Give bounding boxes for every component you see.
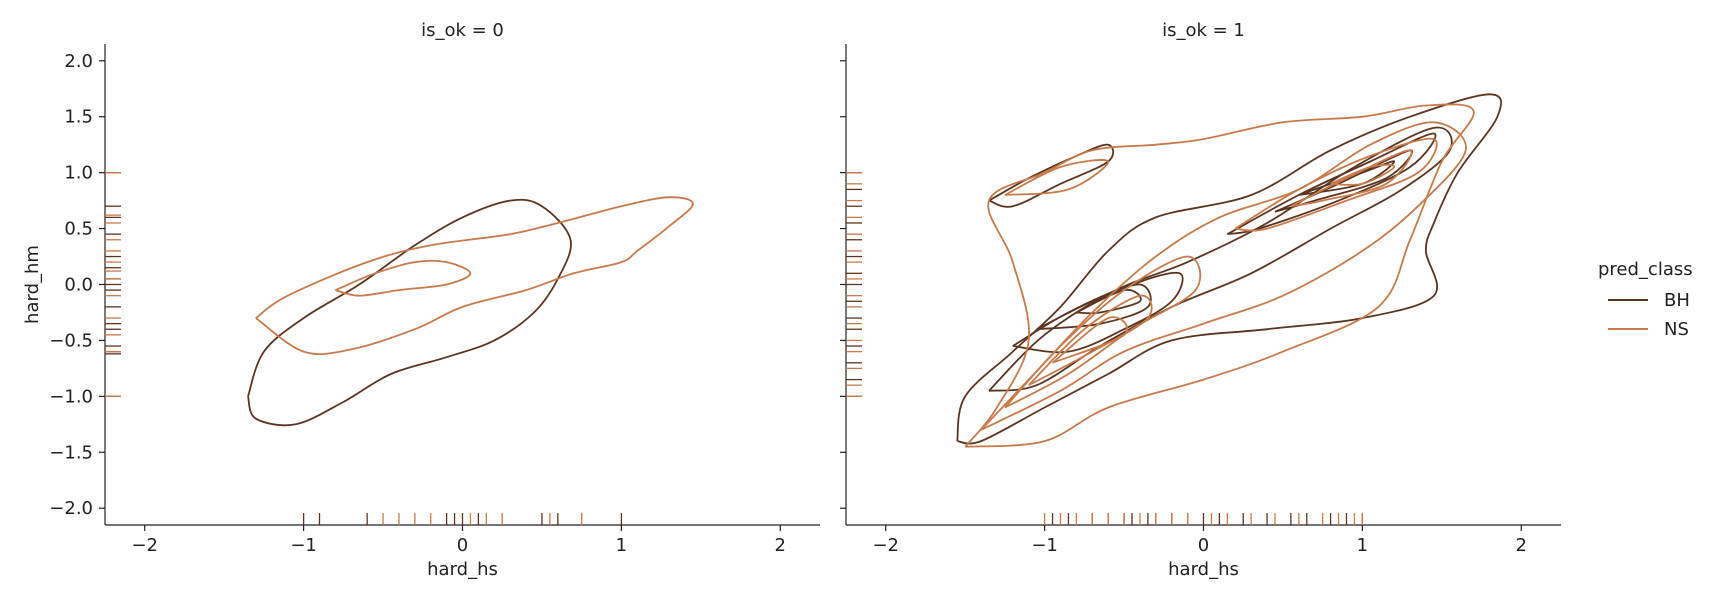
x-axis-label: hard_hs [427, 559, 498, 580]
series-NS [105, 171, 694, 525]
panel-title: is_ok = 0 [421, 20, 504, 41]
kde-contour-line [988, 143, 1115, 208]
y-tick-label: 1.0 [64, 163, 93, 184]
facet-panels: is_ok = 0 −2 −1 0 1 2 −2.0 −1.5 −1.0 −0.5 0.0 0.5 1.… [22, 20, 1561, 580]
series-BH [105, 171, 623, 525]
series-BH [846, 93, 1502, 525]
x-tick-label: 1 [1357, 535, 1368, 556]
x-tick-label: −2 [872, 535, 899, 556]
kde-contour-line [980, 121, 1467, 431]
series-NS [846, 103, 1475, 525]
facet-panel-1: is_ok = 1 −2 −1 0 1 2 hard_hs [840, 20, 1561, 580]
legend-label-NS: NS [1664, 319, 1689, 340]
panel-title: is_ok = 1 [1162, 20, 1245, 41]
y-tick-label: −2.0 [49, 498, 93, 519]
kde-contour-line [1234, 137, 1438, 232]
kde-contour-line [1036, 283, 1152, 331]
y-tick-label: 0.5 [64, 219, 93, 240]
y-tick-label: −0.5 [49, 330, 93, 351]
kde-contour-line [1028, 294, 1153, 386]
kde-contour-line [1330, 164, 1396, 186]
kde-contour-line [1004, 255, 1202, 409]
facet-panel-0: is_ok = 0 −2 −1 0 1 2 −2.0 −1.5 −1.0 −0.5 0.0 0.5 1.… [22, 20, 820, 580]
kde-contour-line [1004, 159, 1110, 196]
x-tick-label: −2 [131, 535, 158, 556]
x-tick-label: 2 [775, 535, 786, 556]
x-axis-label: hard_hs [1168, 559, 1239, 580]
x-tick-label: 0 [457, 535, 468, 556]
x-tick-label: 0 [1198, 535, 1209, 556]
y-tick-label: −1.0 [49, 386, 93, 407]
kde-contour-line [964, 103, 1475, 448]
x-tick-label: −1 [290, 535, 317, 556]
y-tick-label: 2.0 [64, 51, 93, 72]
y-tick-label: 0.0 [64, 275, 93, 296]
legend-title: pred_class [1598, 259, 1693, 280]
kde-contour-line [255, 196, 694, 356]
y-axis-label: hard_hm [22, 245, 43, 324]
x-tick-label: 1 [616, 535, 627, 556]
x-tick-label: 2 [1516, 535, 1527, 556]
kde-contour-line [1052, 316, 1129, 364]
x-tick-label: −1 [1031, 535, 1058, 556]
legend: pred_class BH NS [1598, 259, 1693, 340]
kde-contour-line [1290, 149, 1413, 208]
kde-contour-line [956, 93, 1502, 445]
legend-items: BH NS [1608, 290, 1690, 340]
kde-contour-line [247, 198, 572, 427]
kde-contour-line [335, 259, 472, 297]
y-tick-label: 1.5 [64, 107, 93, 128]
y-tick-label: −1.5 [49, 442, 93, 463]
legend-label-BH: BH [1664, 290, 1690, 311]
